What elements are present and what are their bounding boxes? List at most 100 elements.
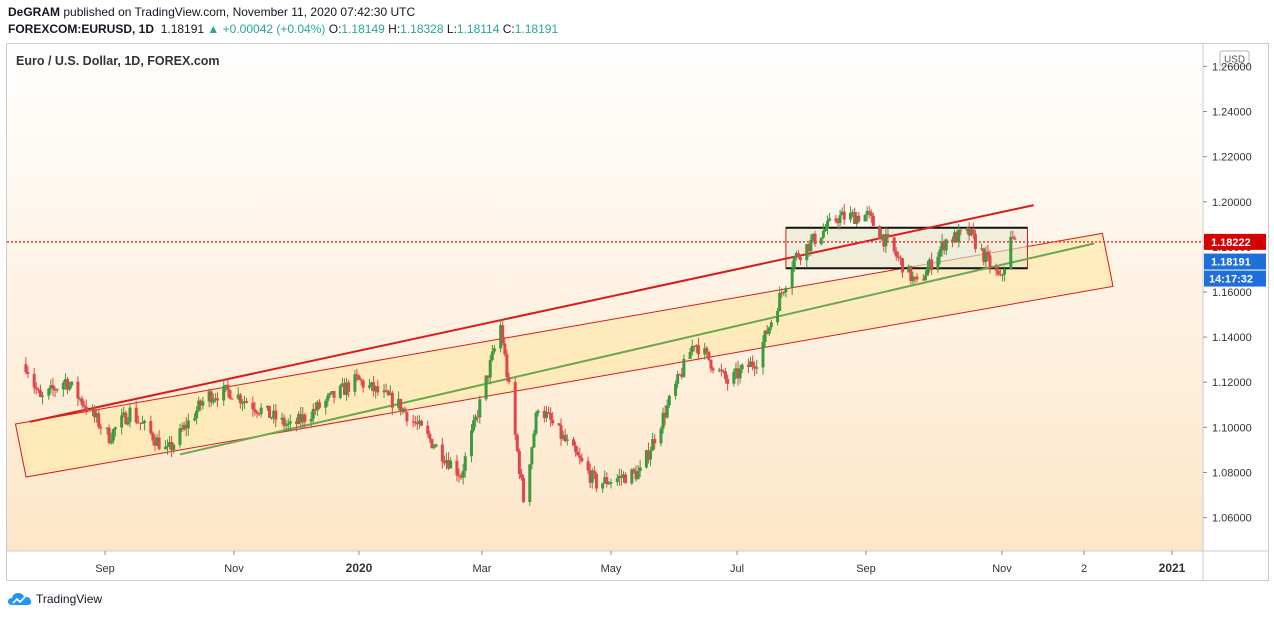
candle-body: [303, 414, 307, 422]
candle-body: [855, 215, 859, 224]
candle-body: [80, 398, 84, 405]
candle-body: [522, 477, 526, 502]
candle-body: [359, 379, 363, 381]
candle-body: [172, 444, 176, 451]
candle-body: [632, 469, 636, 472]
candle-body: [447, 459, 451, 469]
candle-body: [153, 440, 157, 446]
candle-body: [780, 292, 784, 294]
candle-body: [213, 398, 217, 400]
candle-body: [884, 234, 888, 247]
resistance-level-badge: [1204, 233, 1266, 250]
candle-body: [923, 275, 927, 281]
candle-body: [280, 417, 284, 420]
candle-body: [988, 255, 992, 268]
candle-body: [95, 413, 99, 418]
candle-body: [663, 412, 667, 418]
candle-body: [542, 410, 546, 419]
change-text: +0.00042 (+0.04%): [222, 22, 326, 36]
candle-body: [665, 405, 669, 418]
candle-body: [674, 383, 678, 396]
candle-body: [143, 421, 147, 423]
y-tick-label: 1.26000: [1212, 61, 1252, 73]
candle-body: [70, 381, 74, 386]
candle-body: [288, 421, 292, 424]
author-name[interactable]: DeGRAM: [8, 5, 61, 19]
candle-body: [813, 233, 817, 245]
candle-body: [826, 220, 830, 229]
candle-body: [930, 259, 934, 271]
candle-body: [272, 410, 276, 418]
candle-body: [180, 428, 184, 430]
candle-body: [403, 408, 407, 413]
candle-body: [807, 244, 811, 252]
candle-body: [490, 351, 494, 361]
tradingview-logo[interactable]: TradingView: [8, 592, 102, 606]
candle-body: [93, 409, 97, 418]
candle-body: [609, 482, 613, 484]
candle-body: [926, 268, 930, 276]
plot-pane[interactable]: [7, 204, 1203, 506]
candle-body: [397, 398, 401, 408]
candle-body: [367, 385, 371, 388]
last-price-text: 1.18191: [160, 22, 205, 36]
candle-body: [53, 388, 57, 391]
candle-body: [624, 474, 628, 484]
x-tick-label: May: [601, 563, 622, 575]
last-price-badge: [1204, 253, 1266, 270]
x-tick-label: 2020: [346, 561, 373, 575]
candle-body: [911, 276, 915, 281]
candle-body: [953, 232, 957, 243]
candle-body: [245, 401, 249, 403]
candle-body: [513, 382, 517, 435]
currency-label: USD: [1224, 55, 1245, 66]
candle-body: [128, 407, 132, 422]
candle-body: [449, 460, 453, 469]
candle-body: [646, 450, 650, 460]
candle-body: [517, 451, 521, 474]
candle-body: [965, 228, 969, 231]
candle-body: [767, 327, 771, 334]
candle-body: [580, 457, 584, 462]
currency-badge[interactable]: [1219, 50, 1250, 67]
x-tick-label: Sep: [856, 563, 876, 575]
candle-body: [469, 430, 473, 457]
resistance-level-badge-label: 1.18222: [1211, 237, 1251, 249]
candle-body: [549, 413, 553, 420]
candle-body: [157, 437, 161, 450]
candle-body: [63, 379, 67, 383]
candle-body: [871, 215, 875, 227]
candle-body: [415, 423, 419, 425]
candle-body: [688, 352, 692, 359]
candle-body: [717, 369, 721, 371]
candle-body: [122, 412, 126, 416]
candle-body: [913, 276, 917, 278]
candle-body: [547, 412, 551, 414]
candle-body: [944, 239, 948, 251]
candle-body: [326, 395, 330, 401]
candle-body: [721, 371, 725, 373]
candle-body: [1013, 238, 1017, 240]
publish-info: DeGRAM published on TradingView.com, Nov…: [8, 5, 415, 19]
candle-body: [594, 474, 598, 489]
x-tick-label: Jul: [730, 563, 744, 575]
ohlc-header: FOREXCOM:EURUSD, 1D 1.18191 ▲ +0.00042 (…: [8, 22, 558, 36]
candle-body: [376, 386, 380, 393]
y-tick-label: 1.16000: [1212, 287, 1252, 299]
candle-body: [251, 402, 255, 410]
candle-body: [478, 399, 482, 418]
candle-body: [753, 366, 757, 369]
candle-body: [880, 234, 884, 240]
candle-body: [388, 392, 392, 396]
candle-body: [907, 265, 911, 273]
candle-body: [430, 439, 434, 449]
candle-body: [66, 379, 70, 390]
x-tick-label: Sep: [95, 563, 115, 575]
candle-body: [1000, 274, 1004, 276]
candle-body: [967, 228, 971, 236]
candle-body: [243, 401, 247, 403]
candle-body: [746, 364, 750, 368]
candle-body: [91, 409, 95, 412]
candle-body: [909, 265, 913, 281]
